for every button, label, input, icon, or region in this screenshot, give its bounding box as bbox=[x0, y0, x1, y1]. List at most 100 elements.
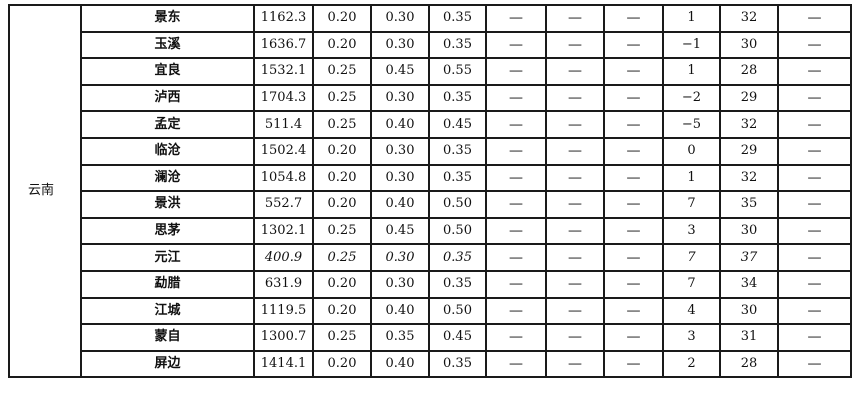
snow-pressure-50yr-cell: — bbox=[545, 30, 605, 60]
wind-pressure-100yr-cell: 0.35 bbox=[428, 30, 487, 60]
min-temperature-cell: 4 bbox=[662, 296, 721, 326]
min-temperature-cell: −5 bbox=[662, 110, 721, 139]
wind-pressure-10yr-cell: 0.25 bbox=[312, 323, 372, 352]
wind-pressure-50yr-cell: 0.35 bbox=[370, 323, 430, 352]
wind-pressure-50yr-cell: 0.45 bbox=[370, 57, 430, 86]
max-temperature-cell: 29 bbox=[719, 83, 779, 113]
wind-pressure-100yr-cell: 0.35 bbox=[428, 83, 487, 113]
wind-pressure-50yr-cell: 0.30 bbox=[370, 136, 430, 166]
max-temperature-cell: 32 bbox=[719, 163, 779, 193]
city-name-cell: 玉溪 bbox=[80, 30, 255, 60]
climate-data-table: 云南 景东 1162.3 0.20 0.30 0.35— — —1 32— 玉溪 1636.7 0.2… bbox=[8, 3, 852, 379]
elevation-cell: 1532.1 bbox=[253, 57, 314, 86]
snow-pressure-10yr-cell: — bbox=[485, 4, 547, 33]
wind-pressure-100yr-cell: 0.35 bbox=[428, 243, 487, 272]
extra-value-cell: — bbox=[777, 269, 852, 299]
table-row: 临沧 1502.4 0.20 0.30 0.35— — —0 29— bbox=[9, 136, 852, 166]
max-temperature-cell: 29 bbox=[719, 136, 779, 166]
min-temperature-cell: 1 bbox=[662, 163, 721, 193]
snow-pressure-10yr-cell: — bbox=[485, 269, 547, 299]
table-row: 景洪 552.7 0.20 0.40 0.50— — —7 35— bbox=[9, 190, 852, 219]
snow-pressure-50yr-cell: — bbox=[545, 349, 605, 379]
elevation-cell: 511.4 bbox=[253, 110, 314, 139]
extra-value-cell: — bbox=[777, 136, 852, 166]
wind-pressure-10yr-cell: 0.20 bbox=[312, 269, 372, 299]
wind-pressure-50yr-cell: 0.30 bbox=[370, 269, 430, 299]
snow-pressure-10yr-cell: — bbox=[485, 30, 547, 60]
snow-pressure-100yr-cell: — bbox=[603, 110, 664, 139]
snow-pressure-50yr-cell: — bbox=[545, 163, 605, 193]
table-row: 宜良 1532.1 0.25 0.45 0.55— — —1 28— bbox=[9, 57, 852, 86]
snow-pressure-50yr-cell: — bbox=[545, 216, 605, 246]
snow-pressure-100yr-cell: — bbox=[603, 243, 664, 272]
extra-value-cell: — bbox=[777, 243, 852, 272]
wind-pressure-10yr-cell: 0.25 bbox=[312, 57, 372, 86]
snow-pressure-100yr-cell: — bbox=[603, 57, 664, 86]
wind-pressure-10yr-cell: 0.20 bbox=[312, 4, 372, 33]
extra-value-cell: — bbox=[777, 110, 852, 139]
min-temperature-cell: 0 bbox=[662, 136, 721, 166]
wind-pressure-100yr-cell: 0.45 bbox=[428, 110, 487, 139]
snow-pressure-10yr-cell: — bbox=[485, 216, 547, 246]
elevation-cell: 552.7 bbox=[253, 190, 314, 219]
wind-pressure-100yr-cell: 0.35 bbox=[428, 4, 487, 33]
wind-pressure-50yr-cell: 0.40 bbox=[370, 296, 430, 326]
min-temperature-cell: 1 bbox=[662, 4, 721, 33]
table-row: 蒙自 1300.7 0.25 0.35 0.45— — —3 31— bbox=[9, 323, 852, 352]
city-name-cell: 景东 bbox=[80, 4, 255, 33]
min-temperature-cell: 3 bbox=[662, 216, 721, 246]
snow-pressure-10yr-cell: — bbox=[485, 83, 547, 113]
snow-pressure-50yr-cell: — bbox=[545, 269, 605, 299]
city-name-cell: 勐腊 bbox=[80, 269, 255, 299]
wind-pressure-10yr-cell: 0.25 bbox=[312, 243, 372, 272]
city-name-cell: 屏边 bbox=[80, 349, 255, 379]
extra-value-cell: — bbox=[777, 83, 852, 113]
extra-value-cell: — bbox=[777, 4, 852, 33]
snow-pressure-100yr-cell: — bbox=[603, 269, 664, 299]
max-temperature-cell: 32 bbox=[719, 4, 779, 33]
wind-pressure-10yr-cell: 0.20 bbox=[312, 296, 372, 326]
wind-pressure-10yr-cell: 0.20 bbox=[312, 190, 372, 219]
snow-pressure-10yr-cell: — bbox=[485, 349, 547, 379]
extra-value-cell: — bbox=[777, 296, 852, 326]
city-name-cell: 思茅 bbox=[80, 216, 255, 246]
min-temperature-cell: 7 bbox=[662, 269, 721, 299]
elevation-cell: 1300.7 bbox=[253, 323, 314, 352]
wind-pressure-100yr-cell: 0.50 bbox=[428, 190, 487, 219]
elevation-cell: 1162.3 bbox=[253, 4, 314, 33]
wind-pressure-50yr-cell: 0.45 bbox=[370, 216, 430, 246]
table-row: 江城 1119.5 0.20 0.40 0.50— — —4 30— bbox=[9, 296, 852, 326]
table-row: 云南 景东 1162.3 0.20 0.30 0.35— — —1 32— bbox=[8, 3, 852, 379]
wind-pressure-100yr-cell: 0.35 bbox=[428, 269, 487, 299]
snow-pressure-100yr-cell: — bbox=[603, 4, 664, 33]
elevation-cell: 1502.4 bbox=[253, 136, 314, 166]
min-temperature-cell: −2 bbox=[662, 83, 721, 113]
wind-pressure-100yr-cell: 0.50 bbox=[428, 296, 487, 326]
wind-pressure-50yr-cell: 0.30 bbox=[370, 83, 430, 113]
snow-pressure-100yr-cell: — bbox=[603, 296, 664, 326]
max-temperature-cell: 30 bbox=[719, 30, 779, 60]
min-temperature-cell: 2 bbox=[662, 349, 721, 379]
snow-pressure-50yr-cell: — bbox=[545, 4, 605, 33]
elevation-cell: 1054.8 bbox=[253, 163, 314, 193]
max-temperature-cell: 28 bbox=[719, 57, 779, 86]
city-name-cell: 澜沧 bbox=[80, 163, 255, 193]
elevation-cell: 1704.3 bbox=[253, 83, 314, 113]
snow-pressure-100yr-cell: — bbox=[603, 190, 664, 219]
table-row: 屏边 1414.1 0.20 0.40 0.35— — —2 28— bbox=[9, 349, 852, 379]
snow-pressure-50yr-cell: — bbox=[545, 190, 605, 219]
snow-pressure-50yr-cell: — bbox=[545, 83, 605, 113]
province-cell: 云南 bbox=[8, 3, 82, 379]
max-temperature-cell: 28 bbox=[719, 349, 779, 379]
wind-pressure-50yr-cell: 0.30 bbox=[370, 243, 430, 272]
max-temperature-cell: 35 bbox=[719, 190, 779, 219]
snow-pressure-10yr-cell: — bbox=[485, 243, 547, 272]
snow-pressure-100yr-cell: — bbox=[603, 163, 664, 193]
wind-pressure-100yr-cell: 0.55 bbox=[428, 57, 487, 86]
city-name-cell: 宜良 bbox=[80, 57, 255, 86]
wind-pressure-10yr-cell: 0.20 bbox=[312, 30, 372, 60]
max-temperature-cell: 31 bbox=[719, 323, 779, 352]
snow-pressure-50yr-cell: — bbox=[545, 243, 605, 272]
wind-pressure-50yr-cell: 0.40 bbox=[370, 349, 430, 379]
table-row: 孟定 511.4 0.25 0.40 0.45— — — −5 32— bbox=[9, 110, 852, 139]
